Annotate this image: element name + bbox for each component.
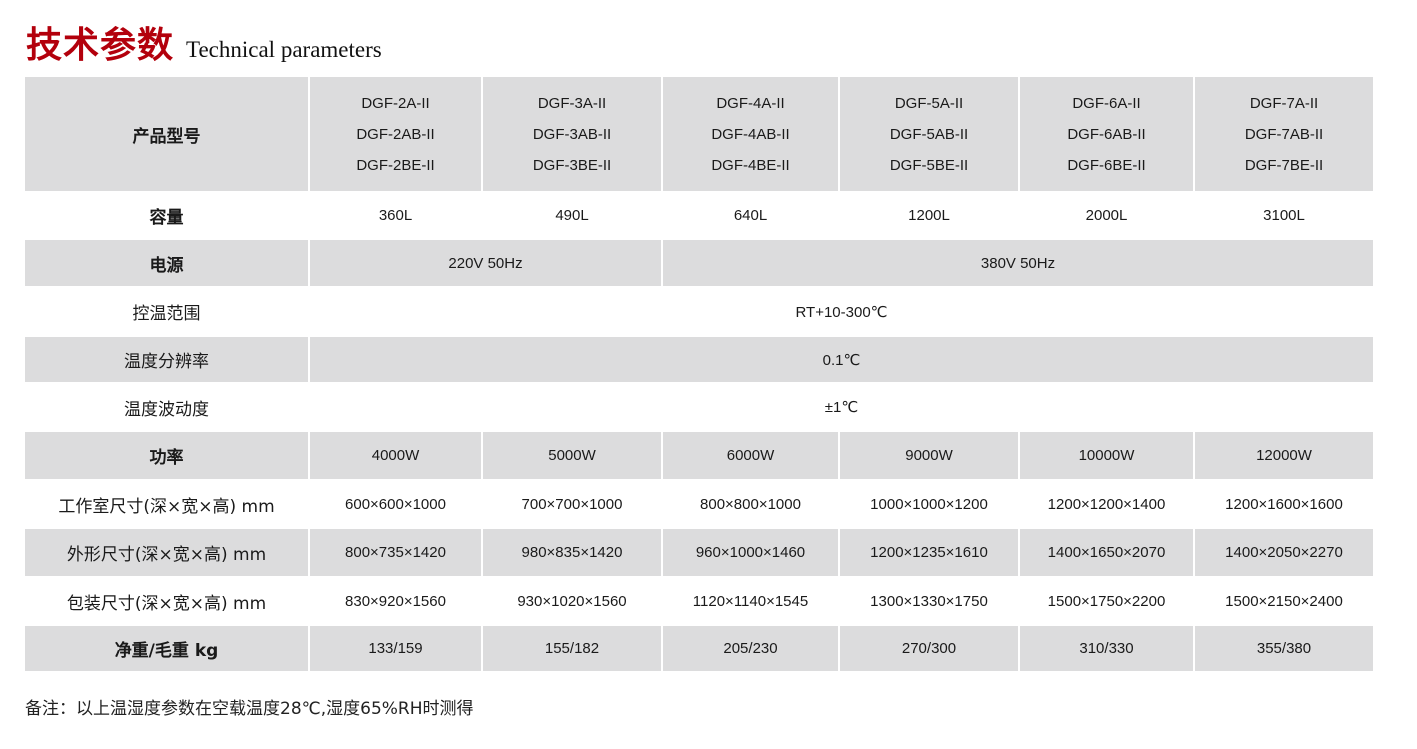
model-cell: DGF-7A-II DGF-7AB-II DGF-7BE-II — [1195, 77, 1373, 192]
model-name: DGF-7A-II — [1249, 94, 1319, 112]
value-cell: 310/330 — [1020, 626, 1195, 672]
value-cell: 205/230 — [663, 626, 840, 672]
row-label: 功率 — [25, 432, 310, 480]
value-cell: 1300×1330×1750 — [840, 577, 1020, 626]
model-name: DGF-2AB-II — [356, 125, 435, 143]
value-cell: 5000W — [483, 432, 663, 480]
row-label: 包装尺寸(深×宽×高) mm — [25, 577, 310, 626]
row-label: 产品型号 — [25, 77, 310, 192]
model-name: DGF-5A-II — [894, 94, 964, 112]
table-row: 外形尺寸(深×宽×高) mm 800×735×1420 980×835×1420 96… — [25, 529, 1373, 577]
table-row: 包装尺寸(深×宽×高) mm 830×920×1560 930×1020×1560 1… — [25, 577, 1373, 626]
table-row: 净重/毛重 kg 133/159 155/182 205/230 270/300 310/… — [25, 626, 1373, 672]
value-cell: 1200×1235×1610 — [840, 529, 1020, 577]
value-cell: 270/300 — [840, 626, 1020, 672]
value-cell: 12000W — [1195, 432, 1373, 480]
model-cell: DGF-6A-II DGF-6AB-II DGF-6BE-II — [1020, 77, 1195, 192]
value-cell: RT+10-300℃ — [310, 287, 1373, 337]
value-cell: ±1℃ — [310, 383, 1373, 432]
row-label: 容量 — [25, 192, 310, 240]
value-cell: 355/380 — [1195, 626, 1373, 672]
title-chinese: 技术参数 — [26, 25, 175, 66]
value-cell: 1400×2050×2270 — [1195, 529, 1373, 577]
value-cell: 2000L — [1020, 192, 1195, 240]
model-name: DGF-7AB-II — [1244, 125, 1324, 143]
value-cell: 0.1℃ — [310, 337, 1373, 383]
value-cell: 133/159 — [310, 626, 483, 672]
model-name: DGF-3BE-II — [532, 156, 612, 174]
value-cell: 9000W — [840, 432, 1020, 480]
value-cell: 1500×2150×2400 — [1195, 577, 1373, 626]
value-cell: 930×1020×1560 — [483, 577, 663, 626]
value-cell: 1200×1600×1600 — [1195, 480, 1373, 529]
value-cell: 3100L — [1195, 192, 1373, 240]
model-name: DGF-4AB-II — [711, 125, 790, 143]
row-label: 外形尺寸(深×宽×高) mm — [25, 529, 310, 577]
page-title: 技术参数 Technical parameters — [26, 16, 382, 68]
table-row: 工作室尺寸(深×宽×高) mm 600×600×1000 700×700×1000 8… — [25, 480, 1373, 529]
value-cell: 960×1000×1460 — [663, 529, 840, 577]
value-cell: 1200×1200×1400 — [1020, 480, 1195, 529]
table-row: 温度分辨率 0.1℃ — [25, 337, 1373, 383]
model-name: DGF-7BE-II — [1244, 156, 1324, 174]
value-cell: 640L — [663, 192, 840, 240]
title-english: Technical parameters — [186, 37, 382, 62]
table-row: 功率 4000W 5000W 6000W 9000W 10000W 12000W — [25, 432, 1373, 480]
model-name: DGF-5BE-II — [889, 156, 969, 174]
value-cell: 800×800×1000 — [663, 480, 840, 529]
value-cell: 1200L — [840, 192, 1020, 240]
value-cell: 490L — [483, 192, 663, 240]
model-name: DGF-4A-II — [716, 94, 785, 112]
header-row: 产品型号 DGF-2A-II DGF-2AB-II DGF-2BE-II DGF-3A-… — [25, 77, 1373, 192]
table-row: 电源 220V 50Hz 380V 50Hz — [25, 240, 1373, 287]
value-cell: 830×920×1560 — [310, 577, 483, 626]
table-row: 容量 360L 490L 640L 1200L 2000L 3100L — [25, 192, 1373, 240]
value-cell: 6000W — [663, 432, 840, 480]
value-cell: 10000W — [1020, 432, 1195, 480]
model-name: DGF-6A-II — [1072, 94, 1141, 112]
value-cell: 1120×1140×1545 — [663, 577, 840, 626]
model-cell: DGF-2A-II DGF-2AB-II DGF-2BE-II — [310, 77, 483, 192]
value-cell: 1400×1650×2070 — [1020, 529, 1195, 577]
model-name: DGF-3AB-II — [532, 125, 612, 143]
row-label: 工作室尺寸(深×宽×高) mm — [25, 480, 310, 529]
row-label: 温度分辨率 — [25, 337, 310, 383]
model-name: DGF-3A-II — [537, 94, 607, 112]
model-name: DGF-2A-II — [361, 94, 430, 112]
model-name: DGF-6AB-II — [1067, 125, 1146, 143]
model-cell: DGF-4A-II DGF-4AB-II DGF-4BE-II — [663, 77, 840, 192]
value-cell: 1500×1750×2200 — [1020, 577, 1195, 626]
row-label: 电源 — [25, 240, 310, 287]
footnote: 备注：以上温湿度参数在空载温度28℃,湿度65%RH时测得 — [25, 699, 474, 719]
value-cell: 4000W — [310, 432, 483, 480]
value-cell: 380V 50Hz — [663, 240, 1373, 287]
table-row: 控温范围 RT+10-300℃ — [25, 287, 1373, 337]
table-row: 温度波动度 ±1℃ — [25, 383, 1373, 432]
row-label: 控温范围 — [25, 287, 310, 337]
technical-parameters-table: 产品型号 DGF-2A-II DGF-2AB-II DGF-2BE-II DGF-3A-… — [25, 77, 1373, 672]
model-name: DGF-4BE-II — [711, 156, 790, 174]
value-cell: 600×600×1000 — [310, 480, 483, 529]
value-cell: 155/182 — [483, 626, 663, 672]
value-cell: 980×835×1420 — [483, 529, 663, 577]
row-label: 净重/毛重 kg — [25, 626, 310, 672]
model-cell: DGF-5A-II DGF-5AB-II DGF-5BE-II — [840, 77, 1020, 192]
model-name: DGF-2BE-II — [356, 156, 435, 174]
value-cell: 360L — [310, 192, 483, 240]
model-name: DGF-6BE-II — [1067, 156, 1146, 174]
row-label: 温度波动度 — [25, 383, 310, 432]
value-cell: 800×735×1420 — [310, 529, 483, 577]
model-name: DGF-5AB-II — [889, 125, 969, 143]
value-cell: 1000×1000×1200 — [840, 480, 1020, 529]
value-cell: 700×700×1000 — [483, 480, 663, 529]
model-cell: DGF-3A-II DGF-3AB-II DGF-3BE-II — [483, 77, 663, 192]
value-cell: 220V 50Hz — [310, 240, 663, 287]
